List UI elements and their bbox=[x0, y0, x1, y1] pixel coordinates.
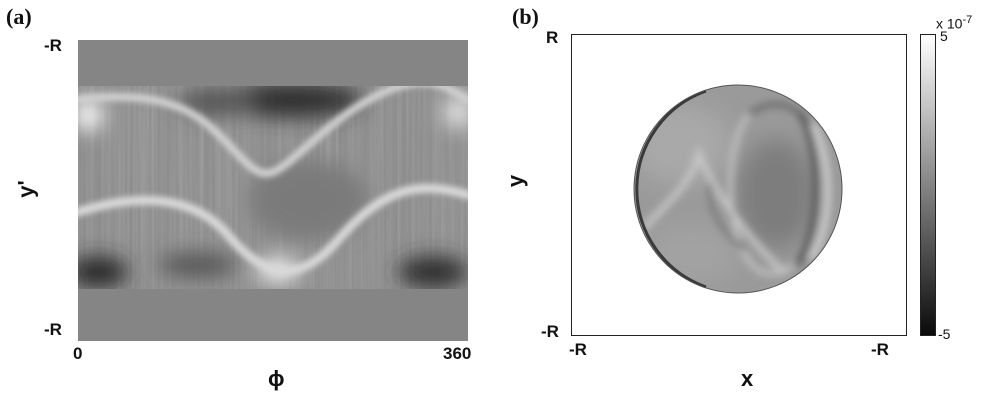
panel-b-y-tick-top: R bbox=[546, 28, 559, 47]
panel-b-x-tick-left: -R bbox=[569, 340, 587, 359]
colorbar-multiplier: x 10-7 bbox=[936, 14, 972, 32]
colorbar-multiplier-exponent: -7 bbox=[962, 14, 973, 26]
reconstruction-image bbox=[571, 34, 907, 336]
colorbar bbox=[920, 34, 936, 336]
colorbar-multiplier-base: x 10 bbox=[936, 15, 963, 32]
panel-a-ylabel: y' bbox=[13, 180, 39, 198]
panel-b-ylabel: y bbox=[503, 174, 529, 188]
panel-a-x-tick-left: 0 bbox=[73, 344, 83, 363]
panel-a-xlabel: ϕ bbox=[268, 366, 285, 391]
panel-b-label: (b) bbox=[512, 4, 539, 29]
panel-a-y-tick-bottom: -R bbox=[44, 320, 62, 339]
colorbar-top-label: 5 bbox=[940, 28, 948, 44]
panel-b-x-tick-right: -R bbox=[871, 340, 889, 359]
colorbar-bottom-label: -5 bbox=[938, 326, 951, 342]
panel-a-label: (a) bbox=[6, 4, 32, 29]
panel-b-xlabel: x bbox=[741, 366, 754, 391]
sinogram-image bbox=[78, 40, 468, 341]
panel-a-y-tick-top: -R bbox=[44, 36, 62, 55]
panel-a-x-tick-right: 360 bbox=[443, 344, 472, 363]
panel-b-y-tick-bottom: -R bbox=[541, 322, 559, 341]
